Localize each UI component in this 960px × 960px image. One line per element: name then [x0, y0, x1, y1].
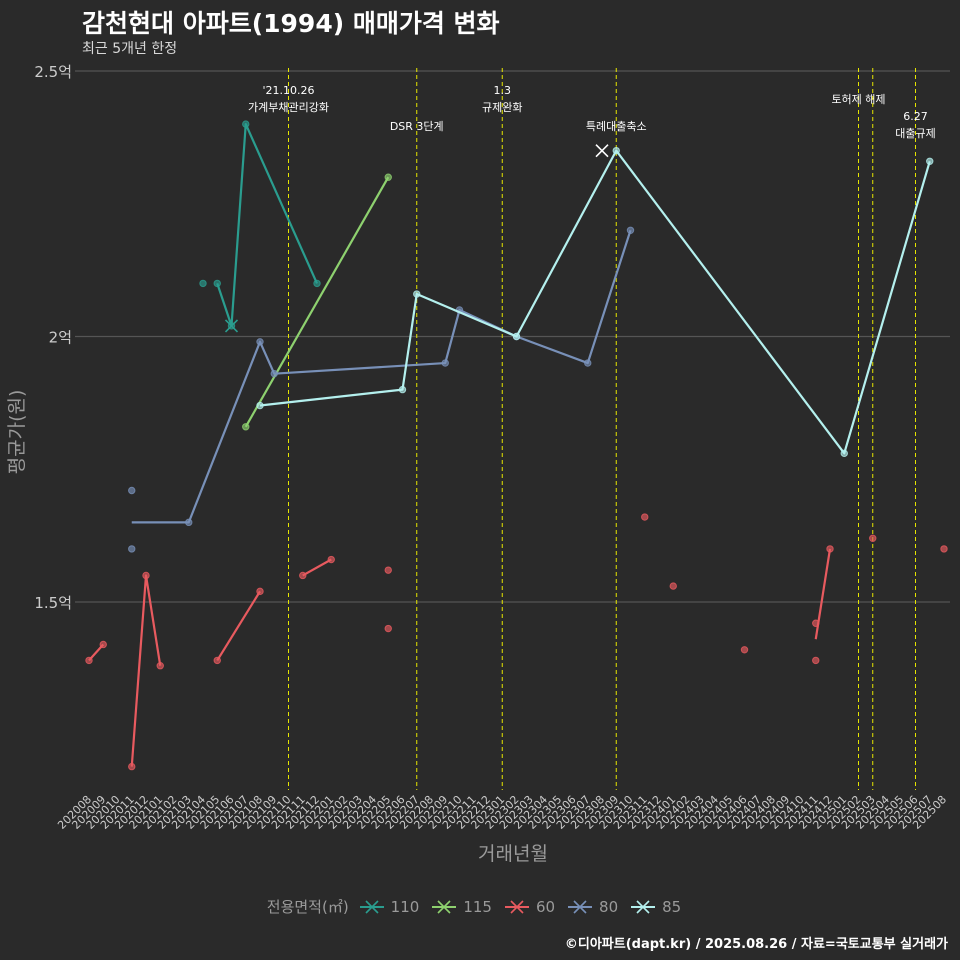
legend-key-110	[359, 899, 384, 914]
legend-label: 85	[662, 897, 682, 916]
data-point-60	[85, 656, 93, 665]
legend-key-cross	[510, 899, 524, 914]
data-point-115	[242, 423, 250, 431]
data-point-60	[299, 571, 307, 580]
data-point-60	[142, 571, 150, 580]
data-point-60	[669, 582, 677, 590]
y-axis-label: 평균가(원)	[6, 390, 28, 475]
series-line-60	[216, 590, 261, 661]
legend-label: 110	[390, 897, 420, 916]
data-point-60	[99, 640, 107, 649]
data-point-80	[128, 545, 136, 553]
event-annotation: 규제완화	[482, 101, 522, 114]
marker-cross-110	[224, 319, 239, 333]
series-line-60	[130, 574, 162, 767]
legend-key-cross	[573, 899, 587, 914]
data-point-115	[384, 173, 392, 181]
legend-title: 전용면적(㎡)	[266, 898, 349, 916]
legend-label: 60	[535, 897, 556, 916]
data-point-60	[213, 656, 221, 665]
legend-item-80: 80	[567, 897, 618, 917]
data-point-85	[398, 385, 407, 394]
source-caption: ©디아파트(dapt.kr) / 2025.08.26 / 자료=국토교통부 실…	[564, 937, 948, 952]
data-point-85	[413, 290, 421, 298]
series-line-60	[302, 558, 332, 577]
data-point-110	[242, 120, 250, 128]
legend-label: 80	[599, 897, 619, 916]
data-point-60	[384, 566, 392, 574]
legend-item-60: 60	[504, 897, 555, 917]
data-point-60	[826, 545, 834, 553]
data-point-80	[185, 518, 193, 527]
data-point-80	[441, 359, 449, 367]
legend-key-cross	[437, 899, 451, 914]
data-point-60	[256, 587, 264, 596]
data-point-60	[869, 534, 877, 542]
event-annotation: 대출규제	[895, 127, 935, 140]
data-point-60	[641, 513, 649, 521]
x-axis-label: 거래년월	[478, 843, 548, 865]
data-point-60	[156, 662, 164, 670]
data-point-80	[270, 369, 278, 378]
event-annotation: 1.3	[494, 84, 512, 97]
legend-key-80	[568, 899, 593, 914]
series-line-110	[216, 122, 319, 327]
data-point-110	[213, 279, 221, 288]
event-annotation: 특례대출축소	[586, 120, 647, 133]
legend-key-85	[631, 899, 656, 914]
data-point-60	[128, 762, 136, 771]
series-line-80	[131, 229, 632, 524]
series-line-85	[259, 149, 931, 455]
legend-item-115: 115	[431, 897, 492, 917]
data-point-85	[256, 401, 264, 410]
y-tick-label: 2억	[49, 329, 72, 347]
chart-title: 감천현대 아파트(1994) 매매가격 변화	[82, 9, 500, 38]
event-annotation: 가계부채관리강화	[248, 101, 329, 114]
legend-key-cross	[636, 899, 650, 914]
data-point-60	[812, 656, 820, 665]
series-line-115	[244, 176, 390, 428]
data-point-60	[740, 646, 749, 654]
data-point-60	[940, 545, 948, 553]
data-point-110	[199, 279, 207, 288]
event-annotation: '21.10.26	[262, 84, 314, 97]
chart-subtitle: 최근 5개년 한정	[82, 41, 178, 57]
data-point-85	[926, 157, 934, 165]
legend-key-cross	[365, 899, 379, 914]
data-point-110	[313, 279, 321, 288]
data-point-85	[612, 146, 620, 155]
data-point-60	[327, 555, 335, 564]
legend-key-115	[432, 899, 457, 914]
legend-key-60	[504, 899, 529, 914]
data-point-80	[256, 338, 264, 346]
data-point-60	[384, 624, 392, 633]
event-annotation: 6.27	[903, 110, 928, 123]
data-point-80	[584, 359, 592, 367]
legend-item-85: 85	[630, 897, 681, 917]
data-point-60	[812, 619, 820, 627]
marker-cross-85	[595, 144, 609, 158]
data-point-80	[626, 226, 635, 235]
data-point-85	[512, 332, 521, 341]
legend-item-110: 110	[359, 897, 420, 917]
y-tick-label: 2.5억	[34, 63, 72, 81]
y-tick-label: 1.5억	[34, 594, 72, 612]
legend: 전용면적(㎡) 110 115 60 80 85	[0, 896, 960, 917]
data-point-80	[128, 486, 136, 495]
legend-items: 110 115 60 80 85	[359, 897, 694, 917]
event-annotation: 토허제 해제	[831, 92, 885, 106]
legend-label: 115	[463, 897, 492, 916]
data-point-85	[840, 449, 848, 458]
event-annotation: DSR 3단계	[390, 120, 444, 133]
